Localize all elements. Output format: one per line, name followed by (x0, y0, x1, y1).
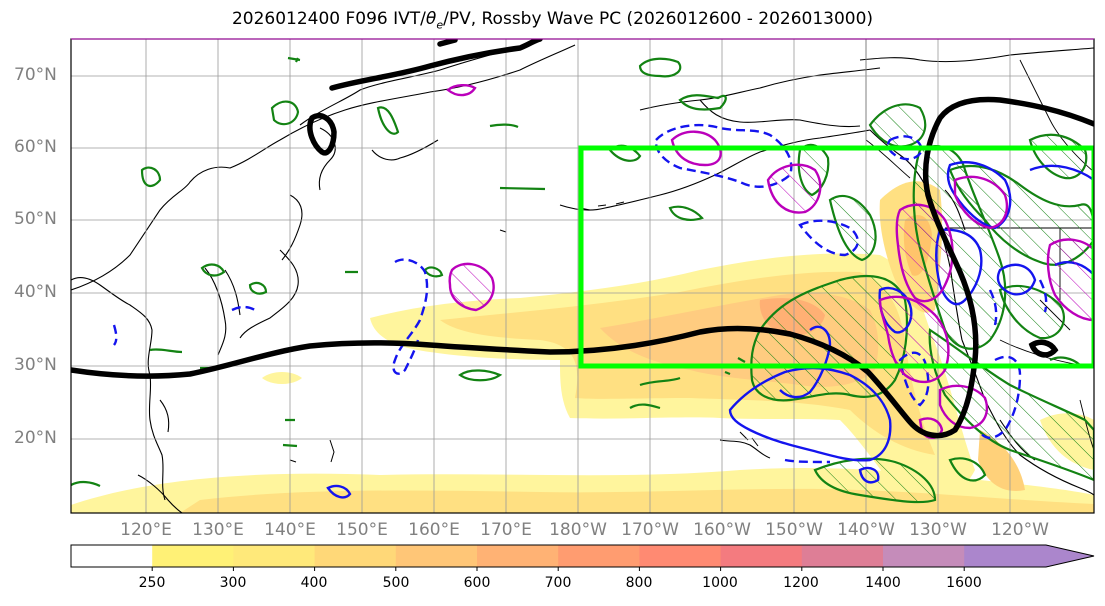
colorbar-tick-label: 1600 (946, 575, 982, 591)
theta-e-contours (112, 123, 1094, 499)
colorbar-outline (70, 544, 1095, 568)
colorbar-tick-label: 500 (382, 575, 410, 591)
lon-label: 150°E (336, 520, 388, 540)
lat-label: 70°N (14, 65, 57, 85)
colorbar-tick-label: 250 (138, 575, 166, 591)
colorbar-cell (395, 545, 478, 567)
colorbar-cell (477, 545, 559, 567)
colorbar-cell (639, 545, 722, 567)
colorbar-cell (964, 545, 1094, 567)
colorbar-cells (71, 545, 1094, 567)
colorbar-cell (720, 545, 803, 567)
lon-label: 170°E (480, 520, 532, 540)
lon-label: 130°E (192, 520, 244, 540)
region-box (578, 145, 1094, 369)
colorbar-tick-label: 1200 (783, 575, 819, 591)
colorbar-tick-label: 700 (544, 575, 572, 591)
lat-label: 50°N (14, 209, 57, 229)
lon-label: 160°W (693, 520, 751, 540)
lat-label: 20°N (14, 428, 57, 448)
colorbar (70, 544, 1095, 571)
lon-label: 140°E (264, 520, 316, 540)
lon-label: 160°E (408, 520, 460, 540)
colorbar-tick-label: 1400 (865, 575, 901, 591)
colorbar-cell (558, 545, 640, 567)
lon-label: 180°W (549, 520, 607, 540)
colorbar-cell (801, 545, 884, 567)
colorbar-cell (152, 545, 234, 567)
colorbar-cell (883, 545, 965, 567)
colorbar-ticks (151, 567, 965, 571)
lon-label: 120°W (991, 520, 1049, 540)
lon-label: 140°W (837, 520, 895, 540)
colorbar-cell (314, 545, 397, 567)
lon-label: 170°W (621, 520, 679, 540)
lat-label: 60°N (14, 137, 57, 157)
colorbar-cell (233, 545, 316, 567)
colorbar-cell (71, 545, 153, 567)
lon-label: 130°W (909, 520, 967, 540)
colorbar-tick-label: 1000 (702, 575, 738, 591)
map-panel (70, 38, 1095, 514)
magenta-contours (446, 84, 1094, 439)
colorbar-tick-label: 400 (300, 575, 328, 591)
colorbar-tick-label: 800 (625, 575, 653, 591)
lat-label: 40°N (14, 282, 57, 302)
lon-label: 150°W (765, 520, 823, 540)
lon-label: 120°E (120, 520, 172, 540)
lat-label: 30°N (14, 355, 57, 375)
colorbar-tick-label: 300 (219, 575, 247, 591)
jet-contour (71, 39, 1094, 439)
map-title: 2026012400 F096 IVT/θe/PV, Rossby Wave P… (231, 9, 874, 32)
colorbar-tick-label: 600 (463, 575, 491, 591)
